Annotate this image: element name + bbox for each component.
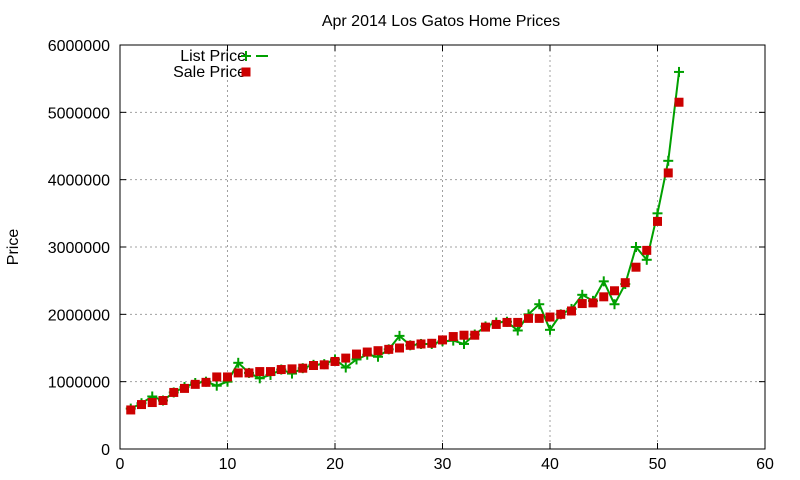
list-price-point bbox=[652, 208, 663, 219]
series bbox=[125, 66, 684, 415]
sale-price-point bbox=[147, 398, 157, 408]
sale-price-point bbox=[373, 346, 383, 356]
sale-price-point bbox=[642, 245, 652, 255]
sale-price-point bbox=[309, 361, 318, 371]
list-price-point bbox=[577, 289, 588, 300]
y-tick-label: 4000000 bbox=[48, 173, 110, 190]
legend-entry-list-price: List Price bbox=[180, 48, 268, 65]
y-axis-label: Price bbox=[5, 229, 22, 266]
sale-price-point bbox=[126, 405, 136, 415]
sale-price-point bbox=[223, 372, 232, 382]
sale-price-point bbox=[481, 322, 490, 332]
chart-title: Apr 2014 Los Gatos Home Prices bbox=[322, 13, 560, 30]
list-price-point bbox=[674, 66, 684, 77]
sale-price-point bbox=[319, 360, 329, 370]
list-price-point bbox=[663, 155, 674, 166]
x-tick-label: 0 bbox=[116, 456, 125, 473]
list-price-point bbox=[598, 276, 609, 287]
sale-price-point bbox=[341, 353, 351, 363]
list-price-point bbox=[459, 338, 469, 349]
sale-price-point bbox=[405, 340, 415, 350]
legend-entry-sale-price: Sale Price bbox=[173, 64, 251, 81]
sale-price-point bbox=[212, 372, 222, 382]
sale-price-point bbox=[567, 306, 576, 316]
sale-price-point bbox=[663, 168, 673, 178]
list-price-line bbox=[130, 71, 680, 410]
sale-price-point bbox=[556, 309, 566, 319]
sale-price-point bbox=[298, 363, 308, 373]
sale-price-point bbox=[362, 347, 372, 357]
sale-price-point bbox=[438, 335, 447, 345]
list-price-point bbox=[211, 380, 222, 391]
sale-price-point bbox=[233, 368, 243, 378]
list-price-series bbox=[125, 66, 684, 414]
sale-price-point bbox=[266, 367, 275, 377]
sale-price-point bbox=[502, 317, 512, 327]
sale-price-point bbox=[610, 286, 619, 296]
legend-marker bbox=[241, 67, 251, 77]
sale-price-point bbox=[545, 312, 555, 322]
list-price-point bbox=[340, 362, 351, 373]
list-price-point bbox=[545, 324, 555, 335]
tick-labels: 0 10 20 30 40 50 60 0 1000000 2000000 3000000 40000… bbox=[48, 38, 774, 473]
y-tick-label: 1000000 bbox=[48, 375, 110, 392]
sale-price-point bbox=[631, 262, 641, 272]
sale-price-point bbox=[180, 383, 189, 393]
sale-price-point bbox=[524, 313, 533, 323]
y-tick-label: 5000000 bbox=[48, 105, 110, 122]
sale-price-point bbox=[384, 344, 394, 354]
y-tick-label: 0 bbox=[101, 442, 110, 459]
sale-price-point bbox=[620, 278, 630, 288]
sale-price-point bbox=[674, 97, 684, 107]
sale-price-point bbox=[244, 368, 254, 378]
sale-price-point bbox=[534, 313, 544, 323]
sale-price-point bbox=[577, 299, 587, 309]
sale-price-point bbox=[201, 377, 211, 387]
x-tick-label: 20 bbox=[326, 456, 344, 473]
sale-price-point bbox=[653, 216, 662, 226]
list-price-point bbox=[534, 299, 545, 310]
sale-price-point bbox=[190, 379, 200, 389]
sale-price-point bbox=[459, 330, 469, 340]
list-price-point bbox=[233, 357, 244, 368]
x-tick-label: 10 bbox=[219, 456, 237, 473]
sale-price-point bbox=[427, 338, 437, 348]
sale-price-point bbox=[276, 365, 286, 375]
sale-price-point bbox=[395, 343, 404, 353]
sale-price-point bbox=[169, 387, 179, 397]
sale-price-point bbox=[330, 356, 340, 366]
sale-price-point bbox=[470, 330, 480, 340]
sale-price-point bbox=[599, 292, 609, 302]
legend-label: Sale Price bbox=[173, 64, 246, 81]
list-price-point bbox=[512, 325, 523, 336]
sale-price-point bbox=[491, 319, 501, 329]
x-tick-label: 60 bbox=[756, 456, 774, 473]
legend-marker bbox=[241, 51, 251, 61]
y-tick-label: 3000000 bbox=[48, 240, 110, 257]
sale-price-point bbox=[513, 317, 523, 327]
y-tick-label: 6000000 bbox=[48, 38, 110, 55]
list-price-point bbox=[641, 254, 652, 265]
list-price-point bbox=[609, 299, 620, 310]
x-tick-label: 40 bbox=[541, 456, 559, 473]
sale-price-point bbox=[416, 339, 426, 349]
sale-price-point bbox=[158, 396, 168, 406]
sale-price-point bbox=[137, 400, 146, 410]
sale-price-series bbox=[126, 97, 684, 415]
plot-frame bbox=[119, 44, 766, 450]
list-price-point bbox=[631, 242, 641, 252]
x-tick-label: 50 bbox=[649, 456, 667, 473]
y-tick-label: 2000000 bbox=[48, 307, 110, 324]
sale-price-point bbox=[287, 364, 297, 374]
list-price-point bbox=[394, 330, 405, 341]
sale-price-point bbox=[352, 349, 361, 359]
x-tick-label: 30 bbox=[434, 456, 452, 473]
sale-price-point bbox=[588, 298, 598, 308]
sale-price-point bbox=[448, 332, 458, 342]
legend-label: List Price bbox=[180, 48, 246, 65]
sale-price-point bbox=[255, 367, 265, 377]
